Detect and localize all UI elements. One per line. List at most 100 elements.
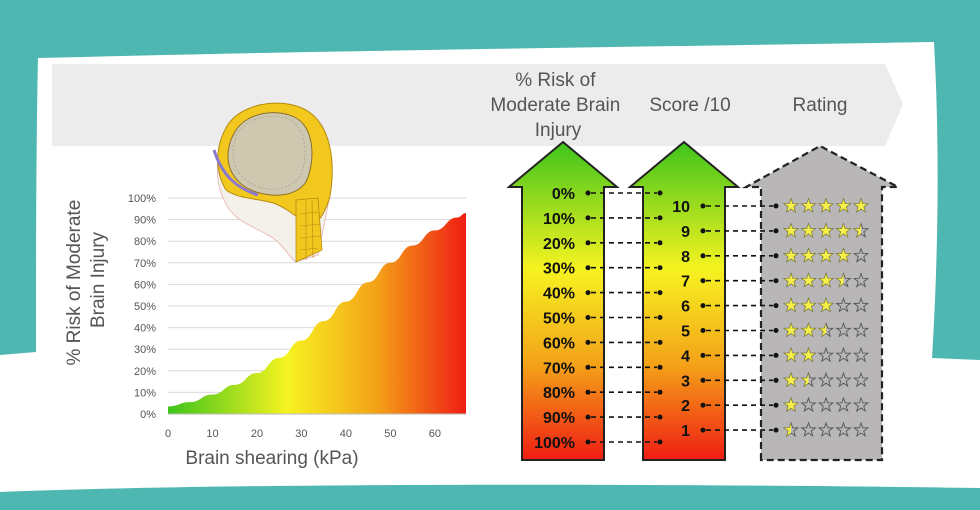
star-icon — [783, 347, 799, 362]
risk-scale-labels: 0% 10% 20% 30% 40% 50% 60% 70% 80% 90% 100% — [534, 186, 591, 452]
star-icon — [800, 322, 817, 338]
y-tick-label: 50% — [134, 301, 156, 313]
star-icon — [783, 272, 799, 288]
y-tick-label: 100% — [128, 193, 156, 205]
star-icon-outline — [835, 371, 852, 388]
risk-connector-dot — [657, 364, 663, 370]
risk-dot — [585, 240, 591, 246]
risk-label: 30% — [543, 261, 575, 278]
x-tick-labels: 0 10 20 30 40 50 60 — [165, 428, 441, 440]
star-icon — [835, 222, 852, 238]
risk-curve-chart: 0% 10% 20% 30% 40% 50% 60% 70% 80% 90% 100% 0 10 20 3… — [64, 193, 466, 469]
score-dot — [700, 352, 706, 358]
rating-dot — [773, 352, 779, 358]
fe-head-model-icon — [212, 102, 333, 263]
y-tick-label: 10% — [134, 387, 156, 399]
score-dot — [700, 427, 706, 433]
score-label: 6 — [681, 299, 690, 316]
risk-label: 80% — [543, 385, 575, 402]
risk-label: 90% — [543, 410, 575, 427]
risk-label: 50% — [543, 311, 575, 328]
rating-dot — [773, 278, 779, 284]
star-icon-outline — [852, 272, 870, 288]
risk-label: 0% — [552, 186, 575, 203]
risk-label: 10% — [543, 211, 575, 228]
star-icon — [783, 372, 799, 387]
risk-connector-dot — [657, 215, 663, 221]
score-label: 4 — [681, 348, 690, 365]
star-icon — [800, 372, 809, 387]
risk-connector-dot — [657, 439, 663, 445]
star-icon — [800, 272, 817, 288]
star-icon-outline — [852, 297, 870, 313]
risk-dot — [585, 364, 591, 370]
rating-dot — [773, 228, 779, 234]
risk-scale-arrow — [506, 140, 620, 461]
x-tick-label: 40 — [340, 428, 352, 440]
x-tick-label: 50 — [384, 428, 396, 440]
star-icon — [800, 247, 817, 263]
star-icon — [783, 198, 799, 213]
y-tick-label: 70% — [134, 258, 156, 270]
score-dot — [700, 303, 706, 309]
star-icon — [835, 247, 852, 263]
star-icon-outline — [817, 421, 835, 438]
star-icon — [800, 347, 817, 362]
risk-dot — [585, 315, 591, 320]
x-tick-label: 60 — [429, 428, 441, 440]
risk-connector-dot — [657, 339, 663, 345]
rating-dot — [773, 203, 779, 209]
star-icon — [800, 297, 817, 313]
star-icon — [783, 297, 799, 313]
star-icon-outline — [852, 371, 870, 388]
star-icon-outline — [835, 321, 852, 338]
risk-label: 60% — [543, 335, 575, 352]
risk-column-header: % Risk of Moderate Brain Injury — [490, 70, 625, 141]
y-tick-label: 30% — [134, 344, 156, 356]
star-icon — [783, 222, 799, 238]
mapping-connectors — [591, 190, 773, 445]
score-label: 8 — [681, 249, 690, 266]
risk-dot — [585, 439, 591, 445]
score-dot — [700, 377, 706, 383]
star-icon-outline — [852, 421, 870, 438]
star-icon-outline — [835, 421, 852, 438]
star-icon-outline — [852, 396, 870, 413]
y-tick-label: 90% — [134, 215, 156, 227]
x-tick-label: 20 — [251, 428, 263, 440]
risk-connector-dot — [657, 190, 663, 196]
risk-label: 100% — [534, 435, 575, 452]
score-label: 3 — [681, 373, 690, 390]
star-icon — [783, 397, 799, 412]
star-icon — [818, 297, 834, 313]
rating-dot — [773, 402, 779, 408]
star-icon-outline — [817, 346, 835, 363]
y-tick-label: 0% — [140, 409, 156, 421]
star-icon — [853, 198, 869, 213]
rating-dot — [773, 377, 779, 383]
risk-connector-dot — [657, 265, 663, 271]
risk-label: 70% — [543, 360, 575, 377]
rating-dot — [773, 328, 779, 333]
risk-dot — [585, 265, 591, 271]
score-dot — [700, 203, 706, 209]
score-label: 5 — [681, 324, 690, 341]
star-icon-outline — [852, 247, 870, 263]
star-icon — [818, 272, 834, 288]
star-icon-outline — [800, 421, 817, 438]
star-icon — [818, 198, 834, 213]
star-icon-outline — [817, 371, 835, 388]
x-axis-title: Brain shearing (kPa) — [185, 448, 358, 469]
score-label: 10 — [672, 199, 690, 216]
star-icon-outline — [835, 297, 852, 313]
header-band — [52, 64, 903, 146]
risk-label: 20% — [543, 236, 575, 253]
risk-connector-dot — [657, 240, 663, 246]
score-scale-labels: 10 9 8 7 6 5 4 3 2 1 — [672, 199, 706, 440]
x-tick-label: 10 — [206, 428, 218, 440]
star-icon — [835, 272, 844, 288]
risk-dot — [585, 339, 591, 345]
risk-dot — [585, 414, 591, 420]
